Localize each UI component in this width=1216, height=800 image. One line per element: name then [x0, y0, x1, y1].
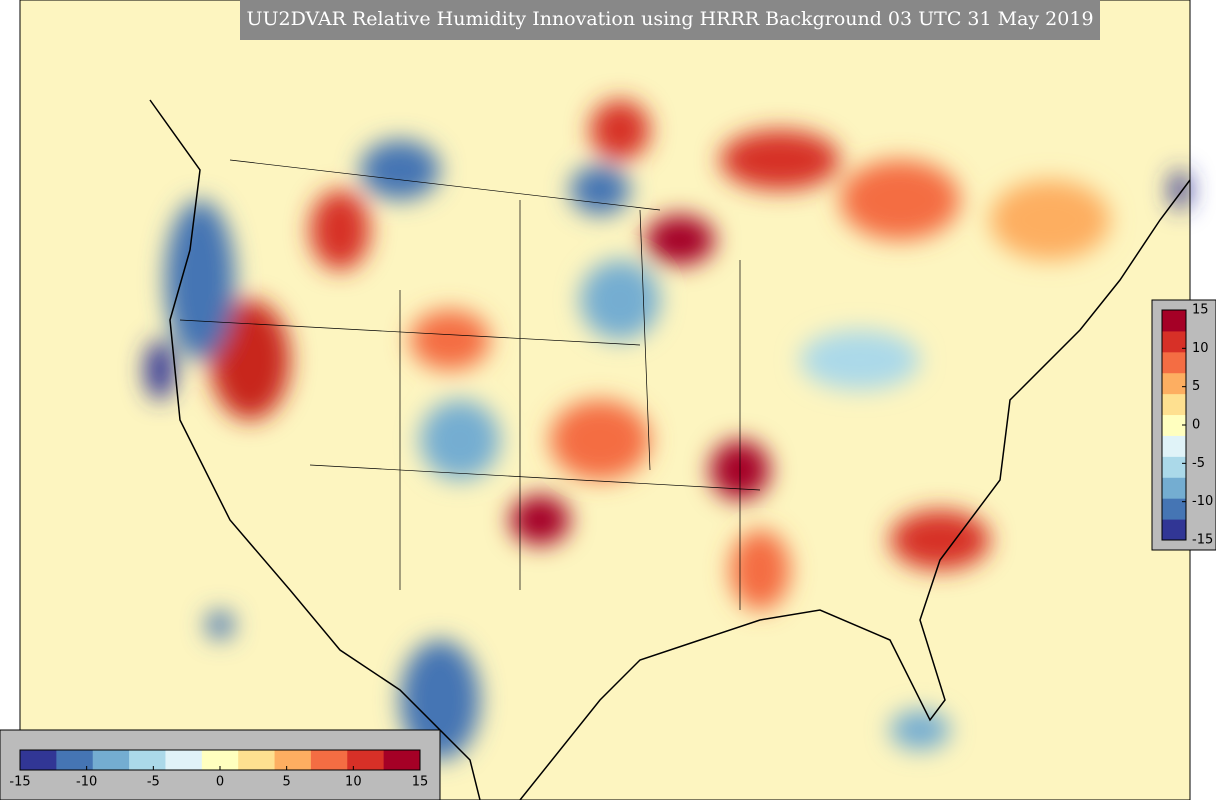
colorbar-segment: [1162, 519, 1186, 541]
colorbar-segment: [129, 750, 166, 770]
colorbar-segment: [1162, 393, 1186, 416]
colorbar-segment: [1162, 330, 1186, 353]
colorbar-tick-label: 5: [283, 775, 291, 790]
colorbar-tick-label: -10: [1192, 494, 1213, 509]
colorbar-segment: [201, 750, 239, 770]
colorbar-tick-label: 10: [345, 775, 362, 790]
colorbar-segment: [1162, 351, 1186, 374]
colorbar-tick-label: -15: [1192, 533, 1213, 548]
colorbar-tick-label: -5: [147, 775, 160, 790]
colorbar-tick-label: 15: [1192, 303, 1209, 318]
colorbar-segment: [1162, 372, 1186, 395]
colorbar-tick-label: -15: [9, 775, 30, 790]
colorbar-tick-label: 5: [1192, 379, 1200, 394]
title-box: [240, 0, 1100, 40]
colorbar-segment: [1162, 477, 1186, 499]
colorbar-tick-label: 15: [412, 775, 429, 790]
colorbar-segment: [1162, 310, 1186, 332]
colorbar-tick-label: -5: [1192, 456, 1205, 471]
colorbar-segment: [56, 750, 94, 770]
vertical-colorbar: -15 -10 -5 0 5 10 15: [1161, 303, 1213, 548]
state-borders: [179, 159, 761, 610]
coastline: [149, 99, 1191, 800]
map-title: UU2DVAR Relative Humidity Innovation usi…: [246, 8, 1093, 30]
colorbar-segment: [238, 750, 276, 770]
colorbar-tick-label: 0: [216, 775, 224, 790]
colorbar-tick-label: 0: [1192, 418, 1200, 433]
colorbar-segment: [1162, 414, 1186, 436]
colorbar-segment: [383, 750, 421, 770]
colorbar-tick-label: 10: [1192, 341, 1209, 356]
colorbar-segment: [1162, 435, 1186, 457]
colorbar-tick-label: -10: [76, 775, 97, 790]
colorbar-segment: [20, 750, 57, 770]
colorbar-segment: [1162, 498, 1186, 520]
colorbar-segment: [310, 750, 348, 770]
colorbar-segment: [165, 750, 203, 770]
horizontal-colorbar: -15 -10 -5 0 5 10 15: [9, 749, 429, 790]
colorbar-segment: [274, 750, 312, 770]
colorbar-segment: [1162, 456, 1186, 478]
humidity-field: [145, 100, 1190, 760]
colorbar-segment: [347, 750, 385, 770]
colorbar-segment: [92, 750, 130, 770]
